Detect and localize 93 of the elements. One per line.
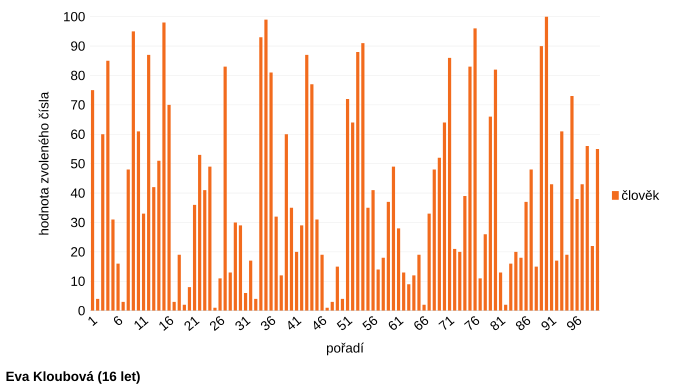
bar [417,254,421,311]
bar [386,202,390,311]
x-tick-label: 51 [336,316,353,330]
bar [336,266,339,311]
bar [116,264,120,311]
x-tick-label: 16 [159,316,174,331]
x-tick-label: 66 [414,316,428,330]
bar [494,70,498,311]
bar [157,160,160,311]
x-tick-label: 21 [184,316,200,332]
x-tick-label: 91 [541,316,557,330]
bar [111,220,115,311]
y-tick-label: 90 [71,41,85,51]
bar [244,293,248,311]
y-tick-label: 80 [71,70,85,80]
bar [340,298,344,311]
bar [442,122,446,311]
x-tick-label: 6 [114,316,122,326]
bar [524,202,528,311]
y-tick-label: 30 [70,218,85,228]
bar [438,158,441,311]
x-tick-label: 26 [210,316,224,332]
y-axis-title: hodnota zvoleného čísla [38,92,49,235]
bar [392,166,396,311]
bar [188,287,192,311]
bar [596,148,600,311]
bar [473,28,477,311]
x-tick-label: 96 [566,316,582,330]
bar [192,204,196,311]
x-tick-label: 76 [464,316,480,330]
bar [468,66,472,311]
bar [540,46,543,311]
bar [136,131,140,311]
y-tick-label: 50 [71,158,85,168]
bar [590,246,594,311]
bar [448,58,452,311]
x-tick-label: 31 [235,316,251,330]
bar [575,198,579,311]
bar [346,98,350,311]
bar [208,166,212,311]
bar [463,196,466,311]
y-tick-label: 100 [64,12,85,22]
bar [269,72,273,311]
bar [238,225,242,311]
bar [234,222,237,311]
bar [498,272,502,311]
x-tick-label: 41 [288,316,302,330]
bar [514,252,518,311]
bar [361,43,364,311]
bar [142,214,146,311]
bar [315,220,319,311]
y-tick-label: 10 [71,276,85,286]
bar [167,104,171,311]
bar [106,60,110,311]
x-tick-label: 61 [388,316,404,330]
legend-label: člověk [622,190,660,200]
bar [218,278,222,311]
x-axis-title: pořadí [326,342,364,356]
bar [396,228,400,311]
x-tick-label: 11 [134,316,149,330]
bar [366,208,370,311]
bar [132,31,135,311]
bar [284,134,288,311]
bar [550,184,554,311]
bar [294,252,298,311]
x-tick-label: 81 [490,316,506,330]
x-tick-label: 56 [362,316,378,330]
x-tick-label: 86 [516,316,530,330]
bar [264,20,268,311]
bar [488,116,492,311]
x-tick-label: 46 [314,316,326,330]
x-tick-label: 1 [88,316,98,326]
x-tick-label: 71 [438,316,455,330]
y-tick-label: 20 [71,247,85,257]
y-tick-label: 0 [78,306,85,316]
x-tick-label: 36 [260,316,276,330]
bar [213,308,217,311]
bar [570,96,574,311]
bar [90,90,94,311]
bar [544,16,548,311]
bar [320,254,324,311]
bar [371,190,375,311]
bar [565,254,568,311]
bar [162,22,166,311]
y-tick-label: 70 [71,100,85,110]
y-tick-label: 60 [71,130,85,139]
bar [310,84,314,311]
bar [290,208,294,311]
text: Eva Kloubová (16 let) [6,371,140,384]
y-tick-label: 40 [70,188,85,198]
bar [259,37,262,311]
bar [412,275,416,311]
bar [519,258,523,311]
